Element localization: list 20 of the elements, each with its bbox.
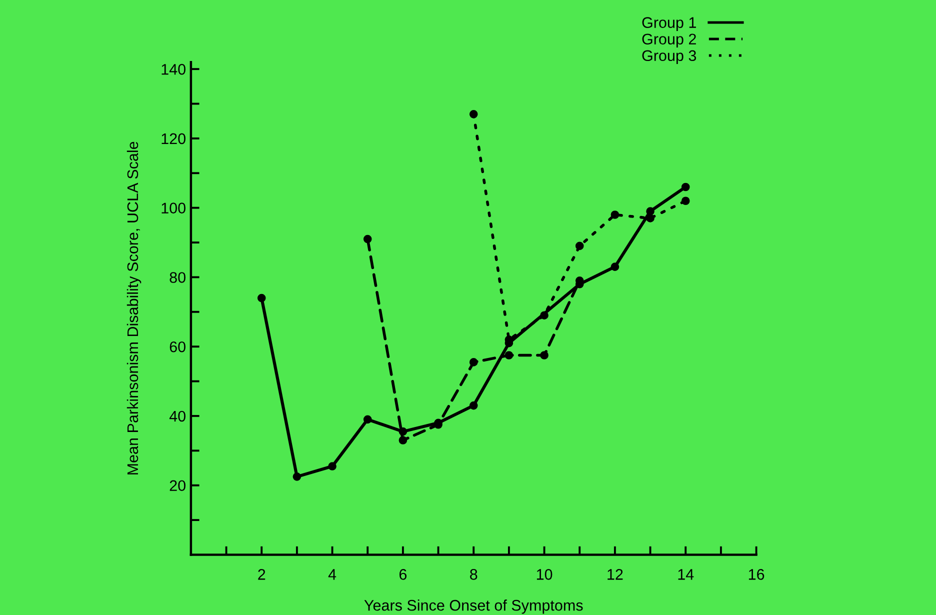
x-tick-label: 16: [748, 569, 764, 580]
x-tick-label: 12: [608, 569, 623, 580]
y-tick-label: 80: [170, 272, 186, 283]
x-tick-label: 14: [678, 569, 694, 580]
x-tick-label: 10: [536, 569, 552, 580]
x-tick-label: 6: [399, 569, 407, 580]
x-tick-label: 4: [328, 569, 336, 580]
x-tick-label: 2: [258, 569, 266, 580]
y-tick-label: 140: [162, 64, 186, 75]
y-tick-label: 60: [170, 341, 186, 352]
legend-label: Group 3: [642, 50, 696, 64]
legend-label: Group 1: [642, 17, 696, 31]
y-axis-title: Mean Parkinsonism Disability Score, UCLA Scale: [126, 142, 142, 474]
y-tick-label: 40: [169, 410, 186, 422]
y-tick-label: 100: [162, 202, 186, 214]
y-tick-label: 20: [170, 480, 186, 492]
x-tick-label: 8: [470, 569, 478, 580]
x-axis-title: Years Since Onset of Symptoms: [364, 600, 583, 614]
y-tick-label: 120: [162, 133, 186, 144]
legend-label: Group 2: [642, 34, 696, 48]
